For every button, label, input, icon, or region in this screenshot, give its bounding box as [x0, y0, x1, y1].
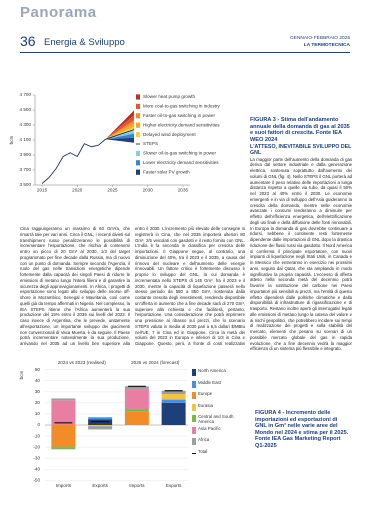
- y-tick-label: 0: [37, 422, 40, 427]
- legend-swatch: [136, 132, 140, 138]
- y-tick-label: 20: [35, 400, 41, 405]
- y-tick-label: 4 500: [20, 107, 32, 112]
- x-tick-label: Exports: [166, 483, 182, 488]
- header-rule: [20, 52, 350, 54]
- legend-label: Asia Pacific: [198, 425, 221, 431]
- bar-segment: [51, 425, 76, 448]
- y-tick-label: -40: [33, 466, 40, 471]
- x-tick-label: 2030: [143, 188, 154, 193]
- y-tick-label: 10: [35, 411, 41, 416]
- legend-swatch: [192, 452, 196, 454]
- legend-label: Middle East: [198, 379, 221, 385]
- x-tick-label: Imports: [129, 483, 145, 488]
- bar-segment: [124, 409, 149, 412]
- x-tick-label: Imports: [56, 483, 72, 488]
- legend-swatch: [136, 122, 140, 128]
- history-line: [41, 138, 106, 184]
- bar-segment: [161, 402, 186, 425]
- x-tick-label: Exports: [92, 483, 108, 488]
- y-tick-label: -10: [33, 433, 40, 438]
- sidebar-column: L'ATTESO, INEVITABILE SVILUPPO DEL GNL L…: [250, 144, 352, 406]
- y-tick-label: 40: [35, 378, 41, 383]
- legend-label: Total: [198, 448, 208, 454]
- bar-segment: [161, 394, 186, 400]
- legend-label: North America: [198, 368, 226, 373]
- legend-label: Faster oil-to-gas switching in power: [143, 113, 215, 118]
- legend-label: Central and South America: [198, 414, 234, 424]
- legend-swatch: [192, 392, 196, 399]
- legend-swatch: [192, 415, 196, 422]
- y-tick-label: -50: [33, 477, 40, 482]
- legend-label: STEPS: [143, 141, 158, 146]
- article-column: Cina raggiungeranno un massimo di 60 Gm³…: [20, 226, 130, 346]
- bar-segment: [161, 390, 186, 395]
- legend-swatch: [136, 113, 140, 119]
- legend-label: Europe: [198, 391, 213, 396]
- y-tick-label: 3 500: [20, 182, 32, 187]
- legend-label: Slower oil-to-gas switching in power: [143, 151, 216, 156]
- bar-segment: [88, 425, 113, 427]
- article-column: entro il 2030. L'incremento più elevato …: [135, 226, 245, 346]
- x-tick-label: 2015: [37, 188, 48, 193]
- bar-segment: [124, 386, 149, 390]
- y-axis-label: bcm: [9, 135, 14, 144]
- legend-swatch: [136, 150, 140, 156]
- section-title: Panorama: [20, 4, 97, 21]
- bar-segment: [124, 389, 149, 410]
- bar-segment: [161, 399, 186, 403]
- y-tick-label: 50: [35, 367, 41, 372]
- legend-swatch: [192, 438, 196, 445]
- legend-swatch: [136, 160, 140, 166]
- legend-swatch: [192, 369, 196, 376]
- issue: GENNAIO-FEBBRAIO 2025: [290, 36, 350, 41]
- x-tick-label: 2020: [72, 188, 83, 193]
- page-title: Energia & Sviluppo: [44, 37, 125, 48]
- legend-background: [134, 93, 248, 176]
- legend-label: Slower heat pump growth: [143, 94, 196, 99]
- y-tick-label: 3 700: [20, 167, 32, 172]
- legend-label: More coal-to-gas switching in industry: [143, 104, 221, 109]
- bar-segment: [88, 426, 113, 430]
- legend-label: Faster solar PV growth: [143, 169, 190, 174]
- magazine: LA TERMOTECNICA: [303, 43, 350, 48]
- panel-title: 2025 vs 2024 (forecast): [131, 360, 180, 365]
- y-tick-label: 4 100: [20, 137, 32, 142]
- legend-swatch: [136, 94, 140, 100]
- legend-label: Lower electricity demand sensitivities: [143, 160, 219, 165]
- panel-title: 2024 vs 2023 (realised): [58, 360, 106, 365]
- legend-swatch: [192, 403, 196, 411]
- legend-label: Higher electricity demand sensitivities: [143, 122, 220, 127]
- y-tick-label: -30: [33, 455, 40, 460]
- section-heading: L'ATTESO, INEVITABILE SVILUPPO DEL GNL: [250, 144, 352, 157]
- y-tick-label: 4 700: [20, 92, 32, 97]
- y-axis-label: bcm: [19, 370, 24, 379]
- legend-label: Africa: [198, 437, 210, 442]
- legend-swatch: [136, 103, 140, 109]
- y-tick-label: 4 300: [20, 122, 32, 127]
- legend-label: Delayed wind deployment: [143, 132, 196, 137]
- paragraph: La maggior parte dell'aumento della doma…: [250, 156, 352, 352]
- legend-swatch: [192, 426, 196, 434]
- y-tick-label: -20: [33, 444, 40, 449]
- bar-segment: [88, 417, 113, 420]
- x-tick-label: 2025: [107, 188, 118, 193]
- legend-swatch: [192, 380, 196, 388]
- page-number: 36: [20, 33, 36, 49]
- bar-segment: [51, 400, 76, 425]
- legend-label: Eurasia: [198, 402, 213, 408]
- bar-segment: [51, 398, 76, 401]
- x-tick-label: 2035: [178, 188, 189, 193]
- y-tick-label: 3 900: [20, 152, 32, 157]
- figure-caption: FIGURA 4 - Incremento delle importazioni…: [255, 410, 349, 449]
- figure-caption: FIGURA 3 - Stima dell'andamento annuale …: [250, 117, 350, 143]
- y-tick-label: 30: [35, 389, 41, 394]
- legend-swatch: [136, 169, 140, 175]
- bar-segment: [51, 447, 76, 450]
- bar-segment: [124, 411, 149, 425]
